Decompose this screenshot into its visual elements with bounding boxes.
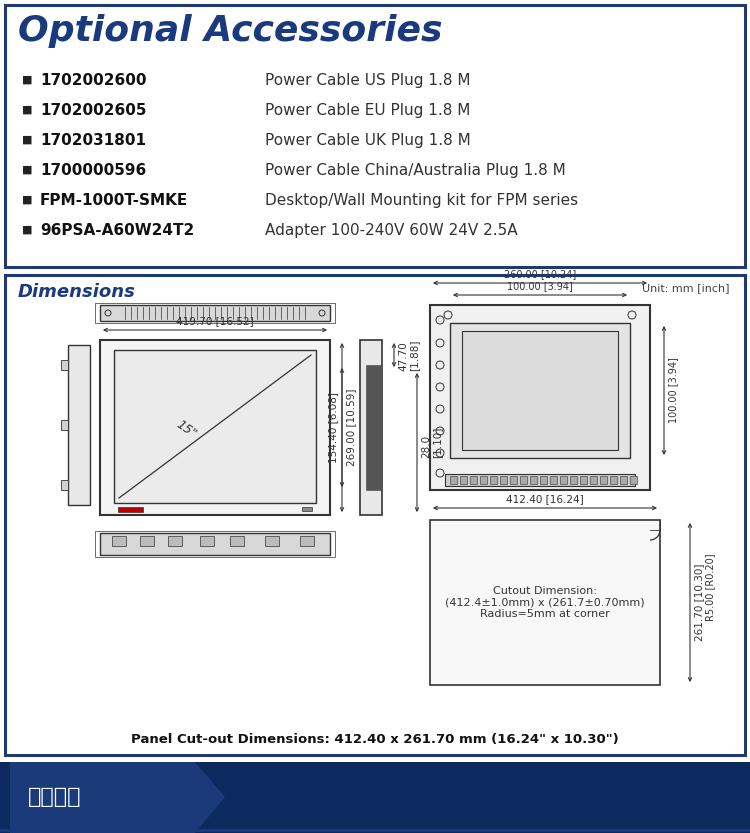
Text: ■: ■ <box>22 225 32 235</box>
Bar <box>112 536 126 546</box>
Bar <box>462 331 618 450</box>
Text: ■: ■ <box>22 195 32 205</box>
Bar <box>610 476 617 484</box>
Bar <box>200 536 214 546</box>
Bar <box>590 476 597 484</box>
Text: ■: ■ <box>22 75 32 85</box>
Text: 100.00 [3.94]: 100.00 [3.94] <box>668 357 678 423</box>
Bar <box>450 476 457 484</box>
Bar <box>470 476 477 484</box>
Text: 100.00 [3.94]: 100.00 [3.94] <box>507 281 573 291</box>
Text: 1702031801: 1702031801 <box>40 132 146 147</box>
Text: Power Cable EU Plug 1.8 M: Power Cable EU Plug 1.8 M <box>265 102 470 117</box>
Bar <box>100 305 330 321</box>
Text: 412.40 [16.24]: 412.40 [16.24] <box>506 494 584 504</box>
Bar <box>230 536 244 546</box>
Bar <box>300 536 314 546</box>
Bar <box>168 536 182 546</box>
Text: ■: ■ <box>22 165 32 175</box>
Bar <box>560 476 567 484</box>
Bar <box>0 762 750 833</box>
Text: 1700000596: 1700000596 <box>40 162 146 177</box>
Text: 1702002605: 1702002605 <box>40 102 146 117</box>
Text: 1702002600: 1702002600 <box>40 72 146 87</box>
Bar <box>140 536 154 546</box>
Text: 154.40 [6.08]: 154.40 [6.08] <box>328 392 338 463</box>
Bar <box>520 476 527 484</box>
Bar <box>61 360 68 370</box>
Text: 96PSA-A60W24T2: 96PSA-A60W24T2 <box>40 222 194 237</box>
Bar <box>430 520 660 685</box>
Bar <box>500 476 507 484</box>
Bar <box>118 507 143 512</box>
Text: Optional Accessories: Optional Accessories <box>18 14 442 48</box>
Text: Unit: mm [inch]: Unit: mm [inch] <box>643 283 730 293</box>
Bar <box>510 476 517 484</box>
Bar <box>490 476 497 484</box>
Bar <box>620 476 627 484</box>
Bar <box>580 476 587 484</box>
Bar <box>100 340 330 515</box>
Bar <box>95 303 335 323</box>
Text: Desktop/Wall Mounting kit for FPM series: Desktop/Wall Mounting kit for FPM series <box>265 192 578 207</box>
Bar <box>630 476 637 484</box>
Text: Adapter 100-240V 60W 24V 2.5A: Adapter 100-240V 60W 24V 2.5A <box>265 222 518 237</box>
Text: 47.70
[1.88]: 47.70 [1.88] <box>398 339 419 371</box>
Text: Cutout Dimension:
(412.4±1.0mm) x (261.7±0.70mm)
Radius=5mm at corner: Cutout Dimension: (412.4±1.0mm) x (261.7… <box>446 586 645 619</box>
Text: 260.00 [10.24]: 260.00 [10.24] <box>504 269 576 279</box>
Text: 15": 15" <box>174 418 200 441</box>
Text: 产品配置: 产品配置 <box>28 787 82 807</box>
Polygon shape <box>10 762 225 833</box>
Bar <box>366 365 382 490</box>
Bar <box>570 476 577 484</box>
Bar <box>5 5 745 267</box>
Bar <box>530 476 537 484</box>
Bar <box>460 476 467 484</box>
Bar <box>480 476 487 484</box>
Bar <box>540 476 547 484</box>
Text: 261.70 [10.30]: 261.70 [10.30] <box>694 564 704 641</box>
Text: 419.70 [16.52]: 419.70 [16.52] <box>176 316 254 326</box>
Bar <box>68 345 90 505</box>
Bar <box>360 340 382 515</box>
Text: Power Cable UK Plug 1.8 M: Power Cable UK Plug 1.8 M <box>265 132 471 147</box>
Bar <box>430 305 650 490</box>
Bar <box>450 323 630 458</box>
Bar <box>100 533 330 555</box>
Text: 269.00 [10.59]: 269.00 [10.59] <box>346 389 356 466</box>
Bar <box>5 275 745 755</box>
Text: R5.00 [R0.20]: R5.00 [R0.20] <box>705 554 715 621</box>
Bar <box>550 476 557 484</box>
Bar <box>265 536 279 546</box>
Text: Dimensions: Dimensions <box>18 283 136 301</box>
Text: ■: ■ <box>22 135 32 145</box>
Bar <box>61 480 68 490</box>
Text: FPM-1000T-SMKE: FPM-1000T-SMKE <box>40 192 188 207</box>
Bar <box>114 350 316 503</box>
Text: 28.0
[1.10]: 28.0 [1.10] <box>421 426 442 458</box>
Bar <box>61 420 68 430</box>
Text: ■: ■ <box>22 105 32 115</box>
Text: Panel Cut-out Dimensions: 412.40 x 261.70 mm (16.24" x 10.30"): Panel Cut-out Dimensions: 412.40 x 261.7… <box>131 734 619 746</box>
Text: Power Cable US Plug 1.8 M: Power Cable US Plug 1.8 M <box>265 72 470 87</box>
Bar <box>95 531 335 557</box>
Bar <box>445 474 635 486</box>
Text: Power Cable China/Australia Plug 1.8 M: Power Cable China/Australia Plug 1.8 M <box>265 162 566 177</box>
Bar <box>600 476 607 484</box>
Bar <box>302 507 312 511</box>
